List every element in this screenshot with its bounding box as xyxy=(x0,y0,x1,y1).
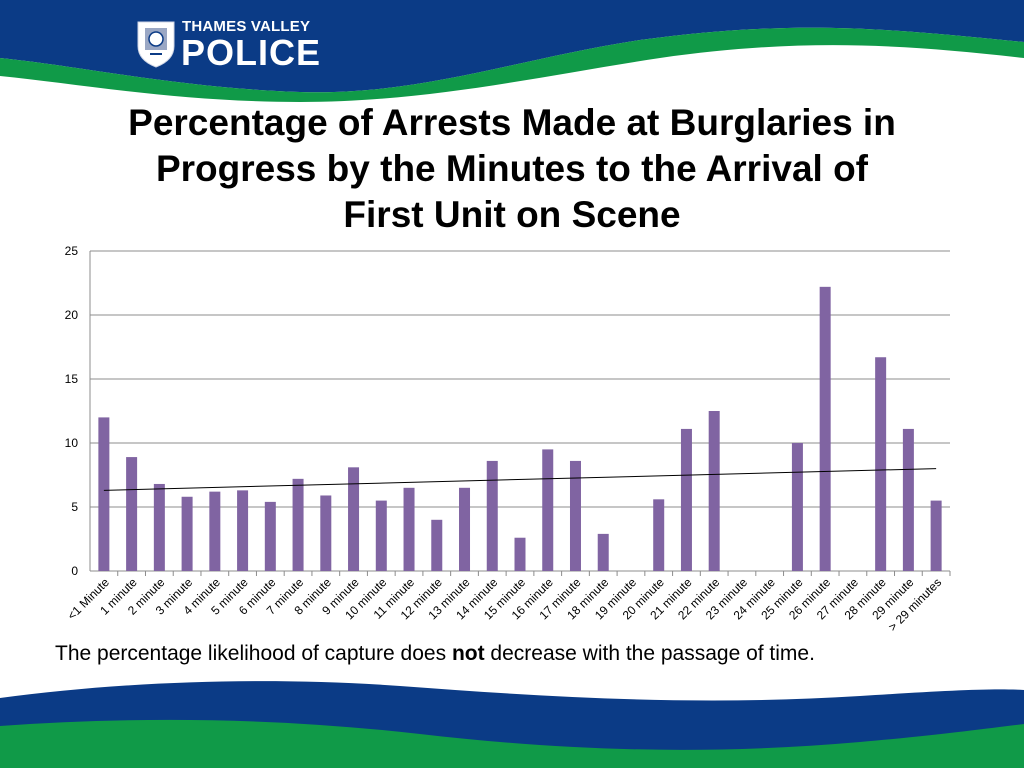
bar xyxy=(708,411,720,571)
bar xyxy=(431,519,443,571)
bar xyxy=(653,499,665,571)
y-tick-label: 10 xyxy=(65,436,79,450)
y-tick-label: 0 xyxy=(71,564,78,578)
bar xyxy=(680,428,692,571)
bar xyxy=(237,490,249,571)
header-band xyxy=(0,0,1024,102)
bar xyxy=(930,500,942,571)
bar xyxy=(902,428,914,571)
bar xyxy=(514,537,526,571)
logo-text-police: POLICE xyxy=(181,32,322,73)
trendline xyxy=(103,468,937,491)
bar xyxy=(542,449,554,571)
bar xyxy=(153,483,165,571)
bar xyxy=(292,478,304,571)
y-tick-label: 15 xyxy=(65,372,79,386)
bar xyxy=(875,357,887,571)
slide-title: Percentage of Arrests Made at Burglaries… xyxy=(128,102,896,235)
bar xyxy=(264,501,276,571)
y-tick-label: 25 xyxy=(65,244,79,258)
bar xyxy=(181,496,193,571)
caption-text-bold: not xyxy=(451,642,485,665)
bar xyxy=(791,443,803,571)
bar xyxy=(375,500,387,571)
bar xyxy=(320,495,332,571)
footer-band xyxy=(0,681,1024,768)
bar xyxy=(348,467,360,571)
y-tick-label: 20 xyxy=(65,308,79,322)
slide-caption: The percentage likelihood of capture doe… xyxy=(55,642,955,666)
bar xyxy=(98,417,110,571)
bar xyxy=(819,286,831,571)
bar xyxy=(403,487,415,571)
bar xyxy=(126,457,138,571)
bar xyxy=(597,533,609,571)
police-crest-icon xyxy=(137,21,175,68)
bar xyxy=(569,460,581,571)
bar xyxy=(486,460,498,571)
caption-text-start: The percentage likelihood of capture doe… xyxy=(55,642,452,665)
caption-text-end: decrease with the passage of time. xyxy=(484,642,815,665)
bar xyxy=(209,491,221,571)
logo-text-thames-valley: THAMES VALLEY xyxy=(182,18,311,35)
bar xyxy=(459,487,471,571)
y-tick-label: 5 xyxy=(71,500,78,514)
